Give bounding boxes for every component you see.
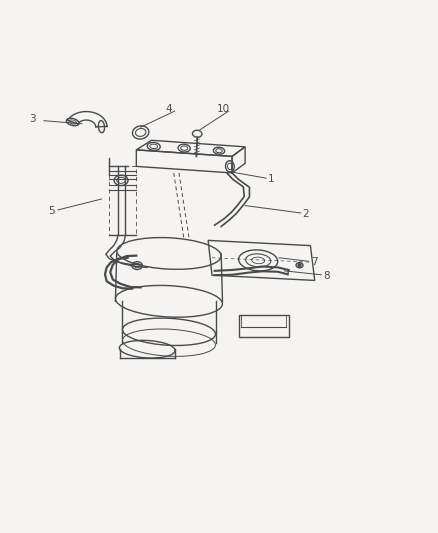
Text: 7: 7 bbox=[311, 257, 318, 267]
Text: 4: 4 bbox=[166, 104, 172, 114]
Text: 3: 3 bbox=[29, 115, 36, 124]
Text: 1: 1 bbox=[268, 174, 275, 184]
Text: 10: 10 bbox=[217, 104, 230, 114]
Text: 2: 2 bbox=[303, 209, 309, 219]
Text: 5: 5 bbox=[48, 206, 55, 216]
Text: 8: 8 bbox=[324, 271, 330, 281]
Circle shape bbox=[297, 263, 302, 268]
